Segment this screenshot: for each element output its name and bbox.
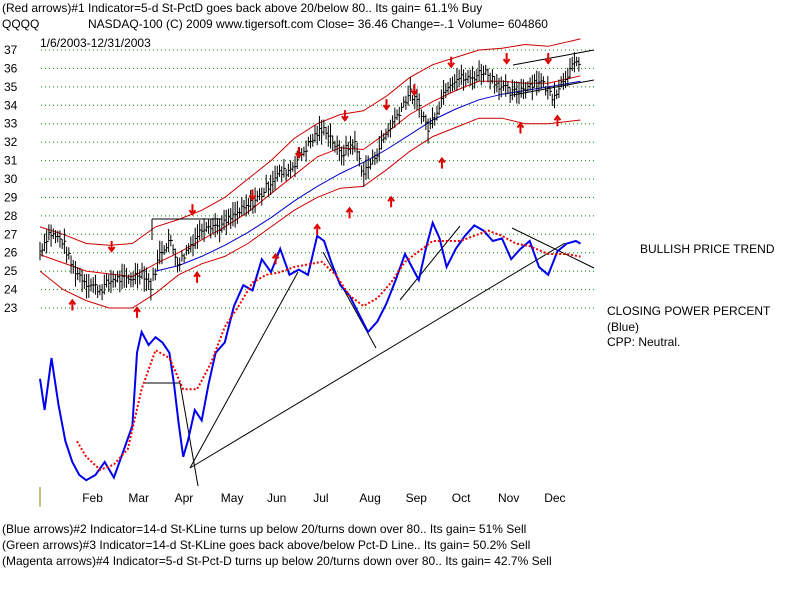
x-tick-label-oct: Oct bbox=[452, 491, 471, 505]
x-tick-label-jul: Jul bbox=[313, 491, 328, 505]
x-tick-label-nov: Nov bbox=[498, 491, 519, 505]
y-tick-label-27: 27 bbox=[4, 227, 18, 241]
up-arrow-head-2 bbox=[193, 271, 201, 278]
y-axis-ticks: 23 24 25 26 27 28 29 30 31 32 33 34 35 36 37 bbox=[4, 43, 18, 315]
down-arrow-head-0 bbox=[107, 246, 116, 253]
down-arrow-head-5 bbox=[382, 104, 391, 111]
y-tick-label-28: 28 bbox=[4, 209, 18, 223]
upper-channel-line bbox=[512, 49, 595, 66]
y-tick-label-35: 35 bbox=[4, 80, 18, 94]
y-tick-label-23: 23 bbox=[4, 301, 18, 315]
down-arrow-head-4 bbox=[341, 115, 349, 122]
lower-band-line bbox=[39, 117, 581, 309]
y-tick-label-24: 24 bbox=[4, 283, 18, 297]
y-tick-label-29: 29 bbox=[4, 190, 18, 204]
x-axis-ticks: Feb Mar Apr May Jun Jul Aug Sep Oct Nov Dec bbox=[82, 491, 565, 505]
header-info-line: NASDAQ-100 (C) 2009 www.tigersoft.com Cl… bbox=[88, 17, 548, 31]
trend-lines bbox=[145, 49, 595, 487]
cpp-rally-line bbox=[399, 225, 461, 301]
up-arrow-head-7 bbox=[438, 156, 446, 164]
x-tick-label-may: May bbox=[221, 491, 244, 505]
cpp-moving-average bbox=[76, 229, 581, 471]
signal-arrows bbox=[68, 53, 562, 318]
x-tick-label-dec: Dec bbox=[544, 491, 565, 505]
y-tick-label-25: 25 bbox=[4, 264, 18, 278]
cpp-uptrend-line bbox=[189, 271, 299, 469]
cpp-recent-downtrend bbox=[511, 227, 595, 269]
up-arrow-head-5 bbox=[345, 206, 354, 213]
down-arrow-head-9 bbox=[544, 58, 552, 65]
up-arrow-head-1 bbox=[133, 306, 141, 313]
footer-green-arrows: (Green arrows)#3 Indicator=14-d St-KLine… bbox=[2, 538, 531, 552]
down-arrow-head-3 bbox=[294, 152, 303, 159]
up-arrow-head-8 bbox=[516, 121, 525, 129]
y-tick-label-36: 36 bbox=[4, 61, 18, 75]
red-moving-average bbox=[39, 75, 581, 278]
cpp-status: CPP: Neutral. bbox=[607, 335, 681, 349]
up-arrow-head-9 bbox=[553, 114, 562, 121]
lower-channel-line bbox=[512, 79, 595, 96]
down-arrow-head-7 bbox=[447, 62, 455, 69]
up-arrow-head-6 bbox=[387, 195, 395, 202]
trend-label: BULLISH PRICE TREND bbox=[640, 242, 775, 256]
down-arrow-head-1 bbox=[188, 209, 197, 216]
x-tick-label-apr: Apr bbox=[175, 491, 194, 505]
cpp-line bbox=[39, 219, 581, 482]
y-tick-label-32: 32 bbox=[4, 135, 18, 149]
up-arrow-head-4 bbox=[313, 223, 321, 230]
closing-power-percent bbox=[39, 219, 581, 482]
y-tick-label-30: 30 bbox=[4, 172, 18, 186]
x-tick-label-sep: Sep bbox=[406, 491, 428, 505]
cpp-downtrend-line bbox=[322, 251, 377, 349]
footer-magenta-arrows: (Magenta arrows)#4 Indicator=5-d St-Pct-… bbox=[2, 554, 552, 568]
down-arrow-head-6 bbox=[410, 89, 419, 97]
y-tick-label-31: 31 bbox=[4, 154, 18, 168]
y-tick-label-34: 34 bbox=[4, 98, 18, 112]
cpp-long-trendline bbox=[189, 242, 566, 469]
header-indicator-line: (Red arrows)#1 Indicator=5-d St-PctD goe… bbox=[2, 1, 483, 15]
y-tick-label-33: 33 bbox=[4, 117, 18, 131]
x-tick-label-mar: Mar bbox=[128, 491, 149, 505]
x-tick-label-jun: Jun bbox=[267, 491, 286, 505]
date-range: 1/6/2003-12/31/2003 bbox=[40, 36, 151, 50]
up-arrow-head-0 bbox=[68, 298, 77, 306]
x-tick-label-aug: Aug bbox=[359, 491, 380, 505]
down-arrow-head-2 bbox=[248, 194, 257, 202]
up-arrow-head-3 bbox=[271, 252, 280, 259]
y-tick-label-37: 37 bbox=[4, 43, 18, 57]
cpp-title: CLOSING POWER PERCENT bbox=[607, 304, 771, 318]
x-tick-label-feb: Feb bbox=[82, 491, 103, 505]
symbol-label: QQQQ bbox=[2, 17, 40, 31]
footer-blue-arrows: (Blue arrows)#2 Indicator=14-d St-KLine … bbox=[2, 522, 527, 536]
cpp-color-note: (Blue) bbox=[607, 320, 640, 334]
down-arrow-head-8 bbox=[502, 58, 511, 65]
y-tick-label-26: 26 bbox=[4, 246, 18, 260]
upper-band-line bbox=[39, 38, 581, 246]
